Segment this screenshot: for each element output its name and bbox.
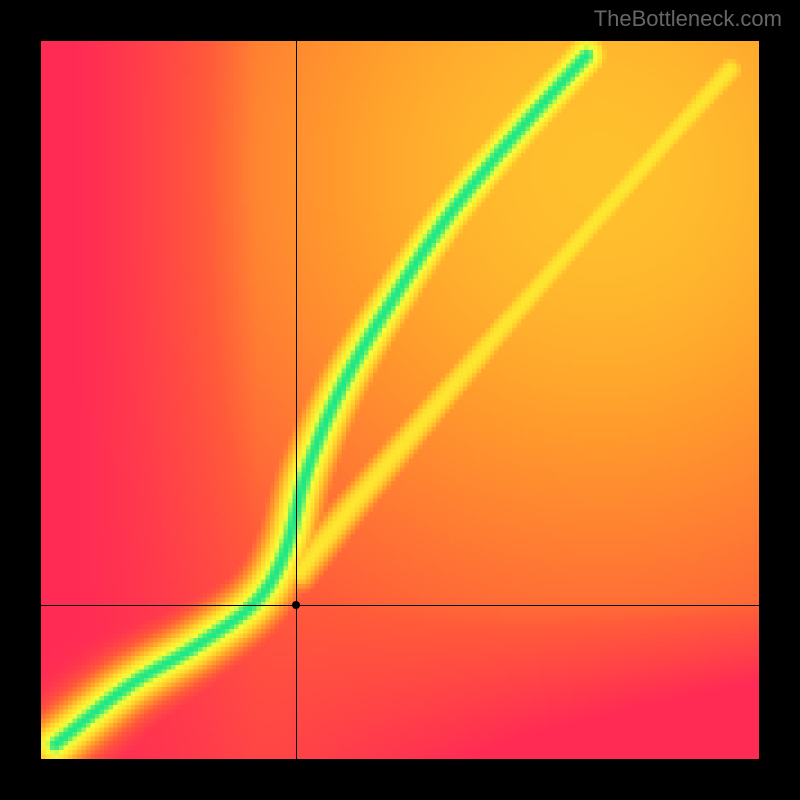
watermark-text: TheBottleneck.com: [594, 6, 782, 32]
crosshair-vertical: [296, 41, 297, 759]
crosshair-horizontal: [41, 605, 759, 606]
heatmap-canvas: [41, 41, 759, 759]
plot-area: [41, 41, 759, 759]
crosshair-dot: [292, 601, 300, 609]
